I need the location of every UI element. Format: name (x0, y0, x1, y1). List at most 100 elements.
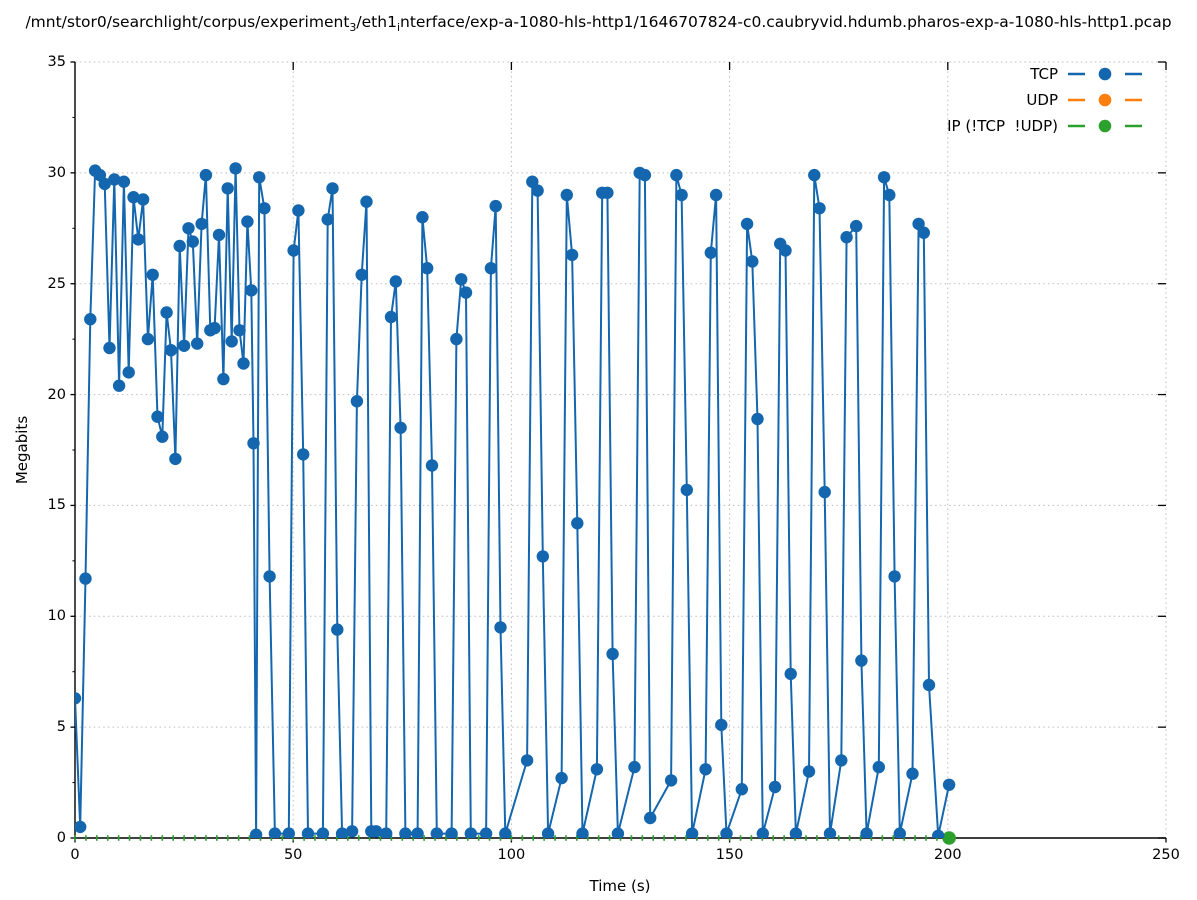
tcp-data-point (784, 667, 797, 681)
tcp-data-point (268, 827, 282, 838)
ip-zero-marker (96, 835, 98, 841)
tcp-data-point (751, 412, 764, 426)
tcp-data-point (685, 827, 699, 838)
ip-zero-marker (805, 835, 807, 841)
ip-zero-marker (216, 835, 218, 841)
tcp-data-point (380, 827, 393, 838)
tcp-data-point (808, 168, 821, 182)
tcp-data-point (638, 168, 652, 182)
tcp-data-point (217, 372, 230, 386)
tcp-data-point (389, 275, 402, 288)
ip-zero-marker (248, 835, 251, 841)
tcp-data-point (768, 780, 782, 794)
tcp-data-point (484, 262, 498, 275)
ip-zero-marker (379, 835, 382, 841)
tcp-data-point (536, 550, 549, 563)
axis-ticks (70, 61, 1167, 843)
tcp-data-point (84, 313, 97, 326)
ip-zero-marker (172, 835, 174, 841)
tcp-data-point (802, 765, 816, 778)
tcp-data-point (840, 231, 853, 244)
tcp-data-point (735, 783, 748, 796)
tcp-data-point (756, 827, 769, 838)
tcp-data-point (489, 199, 502, 213)
tcp-data-point (112, 379, 126, 392)
tcp-data-point (789, 827, 803, 838)
legend-row-ip-tcp-udp: IP (!TCP !UDP) (947, 114, 1142, 137)
ip-zero-marker (652, 835, 655, 841)
tcp-data-point (715, 718, 728, 732)
x-tick-label: 150 (715, 847, 744, 863)
tcp-data-point (369, 825, 383, 838)
tcp-data-point (565, 248, 579, 262)
tcp-data-point (560, 188, 573, 202)
ip-zero-marker (139, 835, 142, 841)
x-tick-label: 200 (933, 847, 962, 863)
tcp-data-point (699, 763, 712, 776)
ip-zero-marker (477, 835, 480, 841)
tcp-data-point (670, 168, 683, 182)
ip-zero-marker (674, 835, 676, 841)
x-tick-label: 100 (497, 847, 526, 863)
tcp-data-point (526, 175, 539, 188)
tcp-data-point (576, 827, 589, 838)
tcp-data-point (108, 173, 121, 186)
tcp-data-point (883, 188, 896, 202)
ip-zero-marker (750, 835, 753, 841)
ip-zero-marker (368, 835, 371, 841)
tcp-data-point (459, 286, 473, 299)
ip-zero-marker (717, 835, 720, 841)
legend-row-udp: UDP (947, 88, 1142, 111)
legend: TCP UDP IP (!TCP !UDP) (947, 62, 1142, 137)
y-tick-label: 30 (47, 164, 66, 181)
ip-zero-marker (423, 835, 425, 841)
tcp-data-point (499, 827, 512, 838)
tcp-data-point (606, 647, 619, 661)
tcp-data-point (860, 827, 873, 838)
legend-sample-udp (1068, 93, 1142, 106)
tcp-data-point (835, 754, 848, 767)
ip-zero-marker (608, 835, 611, 841)
ip-zero-marker (390, 835, 393, 841)
tcp-data-point (122, 366, 135, 379)
tcp-data-point (345, 825, 359, 838)
tcp-data-point (177, 339, 191, 352)
tcp-data-point (479, 827, 493, 838)
x-axis-label: Time (s) (589, 877, 651, 895)
ip-zero-marker (128, 835, 131, 841)
ip-zero-marker (336, 835, 338, 841)
tcp-data-point (331, 623, 344, 636)
tcp-data-point (740, 217, 754, 231)
tcp-data-point (704, 246, 717, 259)
ip-zero-marker (521, 835, 524, 841)
ip-zero-marker (106, 835, 109, 841)
ip-zero-marker (445, 835, 447, 841)
ip-zero-marker (532, 835, 535, 841)
legend-label: TCP (1030, 64, 1058, 83)
y-tick-label: 25 (47, 275, 66, 292)
tcp-data-point (316, 827, 330, 838)
tcp-data-point (450, 332, 463, 346)
tcp-data-point (917, 226, 930, 239)
tcp-data-point (297, 448, 310, 461)
tcp-data-point (182, 222, 195, 235)
tcp-data-point (225, 335, 238, 348)
ip-zero-marker (161, 835, 164, 841)
tcp-data-point (611, 827, 625, 838)
tcp-data-point (199, 168, 213, 182)
ip-zero-marker (117, 835, 120, 841)
ip-zero-marker (881, 835, 884, 841)
ip-zero-marker (576, 835, 578, 841)
tcp-data-point (850, 219, 863, 233)
tcp-line (75, 167, 951, 837)
tcp-data-point (164, 344, 178, 357)
y-tick-label: 20 (47, 386, 66, 403)
ip-zero-marker (226, 835, 229, 841)
tcp-data-point (247, 437, 260, 450)
ip-zero-marker (859, 835, 862, 841)
tcp-data-point (644, 811, 657, 825)
tcp-data-point (212, 228, 226, 242)
tcp-data-point (191, 337, 204, 350)
tcp-data-point (117, 175, 131, 188)
ip-zero-marker (739, 835, 742, 841)
